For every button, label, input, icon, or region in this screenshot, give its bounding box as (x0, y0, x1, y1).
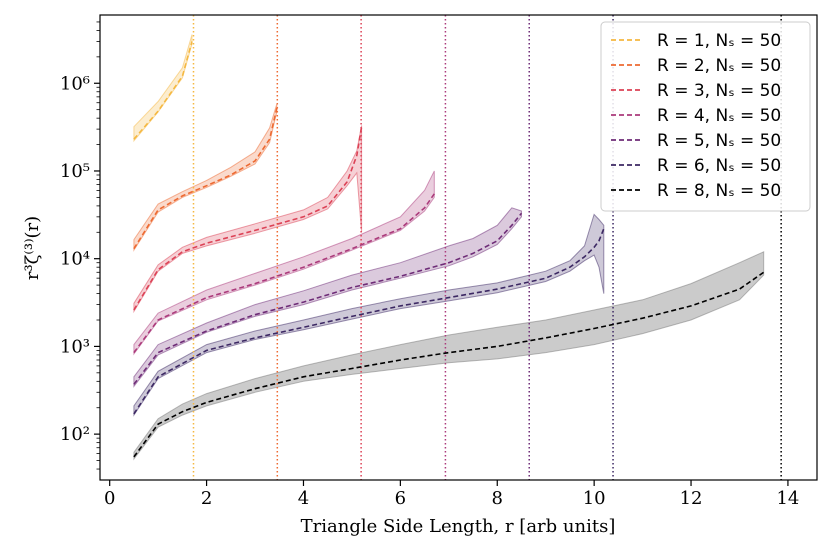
y-tick-label: 10⁴ (60, 249, 90, 270)
y-tick-label: 10³ (60, 336, 90, 357)
y-tick-label: 10⁶ (60, 73, 90, 94)
x-axis-ticks: 0 2 4 6 8 10 12 14 (104, 480, 799, 509)
legend-label-R8: R = 8, Nₛ = 50 (657, 181, 781, 201)
legend-label-R5: R = 5, Nₛ = 50 (657, 131, 781, 151)
x-tick-label: 8 (492, 488, 503, 509)
line-R2 (133, 108, 278, 250)
y-tick-label: 10⁵ (60, 161, 90, 182)
legend-label-R6: R = 6, Nₛ = 50 (657, 156, 781, 176)
x-tick-label: 12 (680, 488, 703, 509)
x-tick-label: 14 (776, 488, 799, 509)
confidence-bands (133, 34, 765, 461)
legend: R = 1, Nₛ = 50 R = 2, Nₛ = 50 R = 3, Nₛ = … (600, 21, 811, 212)
line-R3 (133, 126, 363, 311)
x-tick-label: 10 (583, 488, 606, 509)
x-tick-label: 4 (298, 488, 309, 509)
legend-label-R4: R = 4, Nₛ = 50 (657, 106, 781, 126)
x-tick-label: 6 (395, 488, 406, 509)
band-R6 (133, 213, 605, 417)
plot-frame (99, 14, 818, 481)
band-R4 (133, 170, 435, 356)
series-lines (133, 41, 765, 458)
y-axis-ticks: 10² 10³ 10⁴ 10⁵ 10⁶ (60, 21, 100, 470)
line-R4 (133, 193, 435, 354)
x-tick-label: 0 (104, 488, 115, 509)
band-R8 (133, 251, 765, 461)
band-R5 (133, 207, 522, 388)
legend-label-R2: R = 2, Nₛ = 50 (657, 56, 781, 76)
band-R1 (133, 34, 193, 143)
y-axis-label: r³ζ⁽³⁾(r) (22, 216, 43, 280)
line-R1 (133, 41, 193, 140)
legend-label-R3: R = 3, Nₛ = 50 (657, 81, 781, 101)
y-tick-label: 10² (60, 424, 90, 445)
line-R5 (133, 212, 523, 385)
line-R6 (133, 228, 605, 415)
legend-box (600, 21, 811, 212)
x-tick-label: 2 (201, 488, 212, 509)
x-axis-label: Triangle Side Length, r [arb units] (301, 516, 616, 537)
line-R8 (133, 271, 765, 458)
legend-label-R1: R = 1, Nₛ = 50 (657, 31, 781, 51)
